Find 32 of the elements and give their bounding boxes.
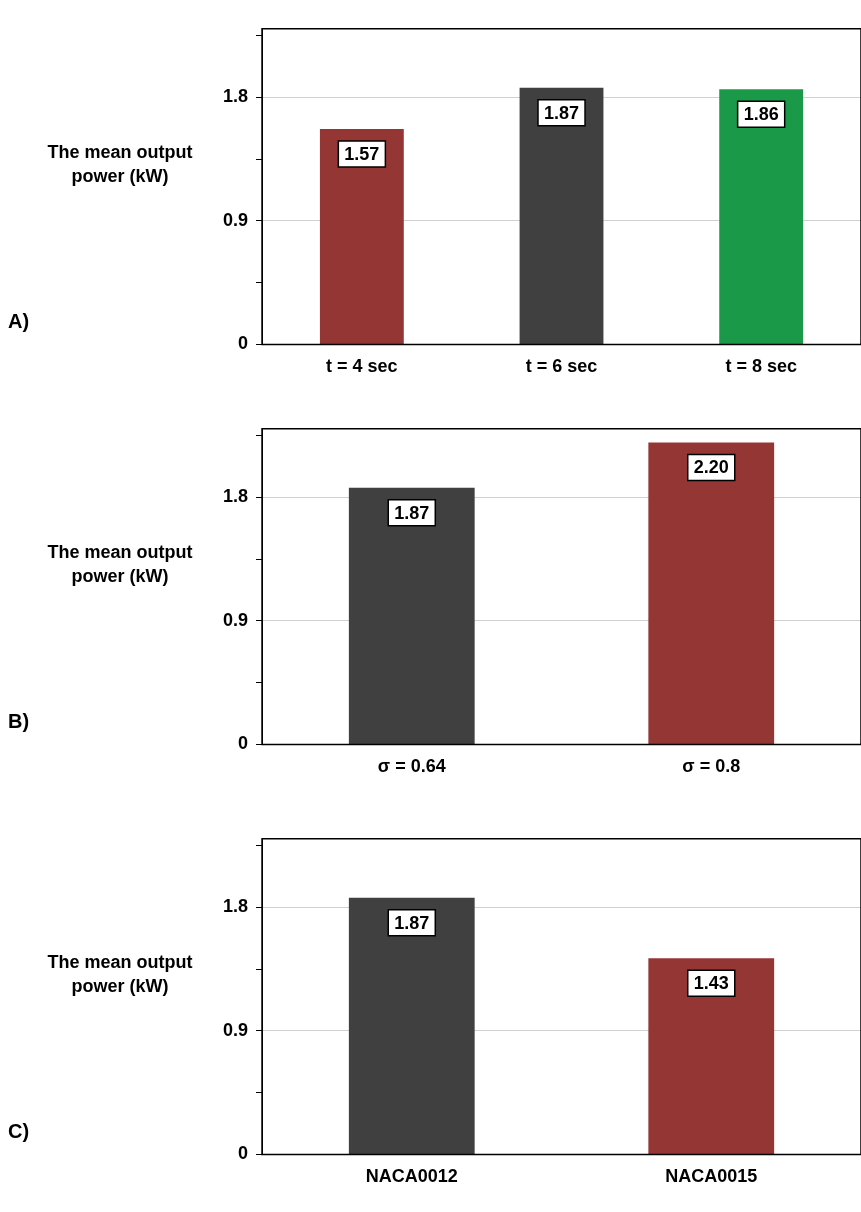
bar [519,87,604,344]
text: B) [8,710,30,733]
y-axis-title: The mean output power (kW) [46,141,194,188]
bar [319,128,404,344]
data-label: 1.43 [693,973,729,994]
text: A) [8,310,30,333]
x-tick-label: t = 8 sec [725,356,797,377]
y-tick-label: 0.9 [222,1019,249,1040]
text: C) [8,1120,30,1143]
y-tick-label: 0.9 [222,609,249,630]
x-tick-label: σ = 0.64 [377,756,446,777]
data-label: 2.20 [693,457,729,478]
x-tick-label: NACA0015 [665,1166,758,1187]
data-label: 1.86 [743,104,779,125]
x-tick-label: σ = 0.8 [682,756,741,777]
x-tick-label: NACA0012 [365,1166,458,1187]
data-label: 1.87 [543,102,580,123]
y-tick-label: 1.8 [222,86,249,107]
y-tick-label: 0 [238,1143,249,1164]
x-tick-label: t = 6 sec [525,356,598,377]
data-label: 1.57 [344,143,380,164]
y-tick-label: 0 [238,333,249,354]
y-axis-title: The mean output power (kW) [46,541,194,588]
data-label: 1.87 [394,912,430,933]
y-tick-label: 0.9 [222,209,249,230]
data-label: 1.87 [394,502,430,523]
x-tick-label: t = 4 sec [326,356,398,377]
y-tick-label: 0 [238,733,249,754]
y-tick-label: 1.8 [222,486,249,507]
y-axis-title: The mean output power (kW) [46,951,194,998]
bar [719,89,804,344]
y-tick-label: 1.8 [222,896,249,917]
